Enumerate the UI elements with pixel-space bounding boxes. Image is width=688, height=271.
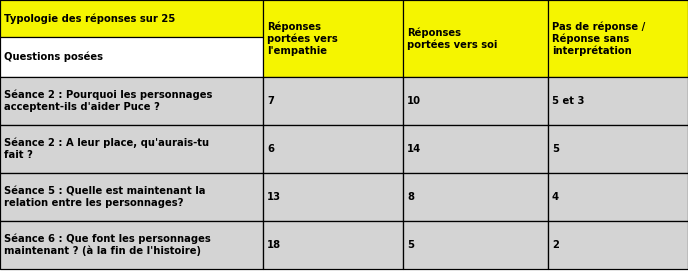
Text: Réponses
portées vers soi: Réponses portées vers soi — [407, 27, 497, 50]
Text: 18: 18 — [267, 240, 281, 250]
Bar — [263, 221, 403, 269]
Bar — [403, 221, 548, 269]
Bar — [403, 77, 548, 125]
Text: 8: 8 — [407, 192, 414, 202]
Bar — [403, 0, 548, 77]
Bar — [0, 125, 263, 173]
Text: 5 et 3: 5 et 3 — [552, 96, 584, 106]
Bar — [263, 77, 403, 125]
Bar — [263, 77, 403, 125]
Bar — [0, 173, 263, 221]
Text: 10: 10 — [407, 96, 421, 106]
Bar — [263, 173, 403, 221]
Bar — [0, 77, 263, 125]
Text: Séance 2 : Pourquoi les personnages
acceptent-ils d'aider Puce ?: Séance 2 : Pourquoi les personnages acce… — [4, 90, 213, 112]
Text: 5: 5 — [552, 144, 559, 154]
Bar — [403, 125, 548, 173]
Bar — [263, 221, 403, 269]
Bar — [548, 221, 688, 269]
Bar — [403, 173, 548, 221]
Text: Séance 5 : Quelle est maintenant la
relation entre les personnages?: Séance 5 : Quelle est maintenant la rela… — [4, 186, 206, 208]
Text: 6: 6 — [267, 144, 274, 154]
Bar — [403, 173, 548, 221]
Bar — [0, 221, 263, 269]
Bar — [548, 125, 688, 173]
Text: Questions posées: Questions posées — [4, 52, 103, 62]
Bar — [263, 125, 403, 173]
Text: Pas de réponse /
Réponse sans
interprétation: Pas de réponse / Réponse sans interpréta… — [552, 21, 645, 56]
Bar — [403, 77, 548, 125]
Bar — [0, 221, 263, 269]
Bar — [548, 0, 688, 77]
Text: 5: 5 — [407, 240, 414, 250]
Text: 13: 13 — [267, 192, 281, 202]
Bar — [548, 173, 688, 221]
Text: Réponses
portées vers
l'empathie: Réponses portées vers l'empathie — [267, 21, 338, 56]
Bar — [0, 0, 263, 37]
Bar — [263, 125, 403, 173]
Bar — [403, 221, 548, 269]
Bar — [0, 0, 688, 77]
Bar — [548, 221, 688, 269]
Bar — [0, 173, 263, 221]
Bar — [0, 125, 263, 173]
Text: 14: 14 — [407, 144, 421, 154]
Bar — [403, 125, 548, 173]
Bar — [548, 173, 688, 221]
Bar — [548, 77, 688, 125]
Text: Typologie des réponses sur 25: Typologie des réponses sur 25 — [4, 13, 175, 24]
Text: Séance 2 : A leur place, qu'aurais-tu
fait ?: Séance 2 : A leur place, qu'aurais-tu fa… — [4, 138, 209, 160]
Bar — [0, 37, 263, 77]
Text: Séance 6 : Que font les personnages
maintenant ? (à la fin de l'histoire): Séance 6 : Que font les personnages main… — [4, 234, 211, 256]
Text: 4: 4 — [552, 192, 559, 202]
Bar — [0, 77, 263, 125]
Bar — [263, 0, 403, 77]
Bar — [548, 125, 688, 173]
Text: 7: 7 — [267, 96, 274, 106]
Bar — [263, 173, 403, 221]
Bar — [548, 77, 688, 125]
Text: 2: 2 — [552, 240, 559, 250]
